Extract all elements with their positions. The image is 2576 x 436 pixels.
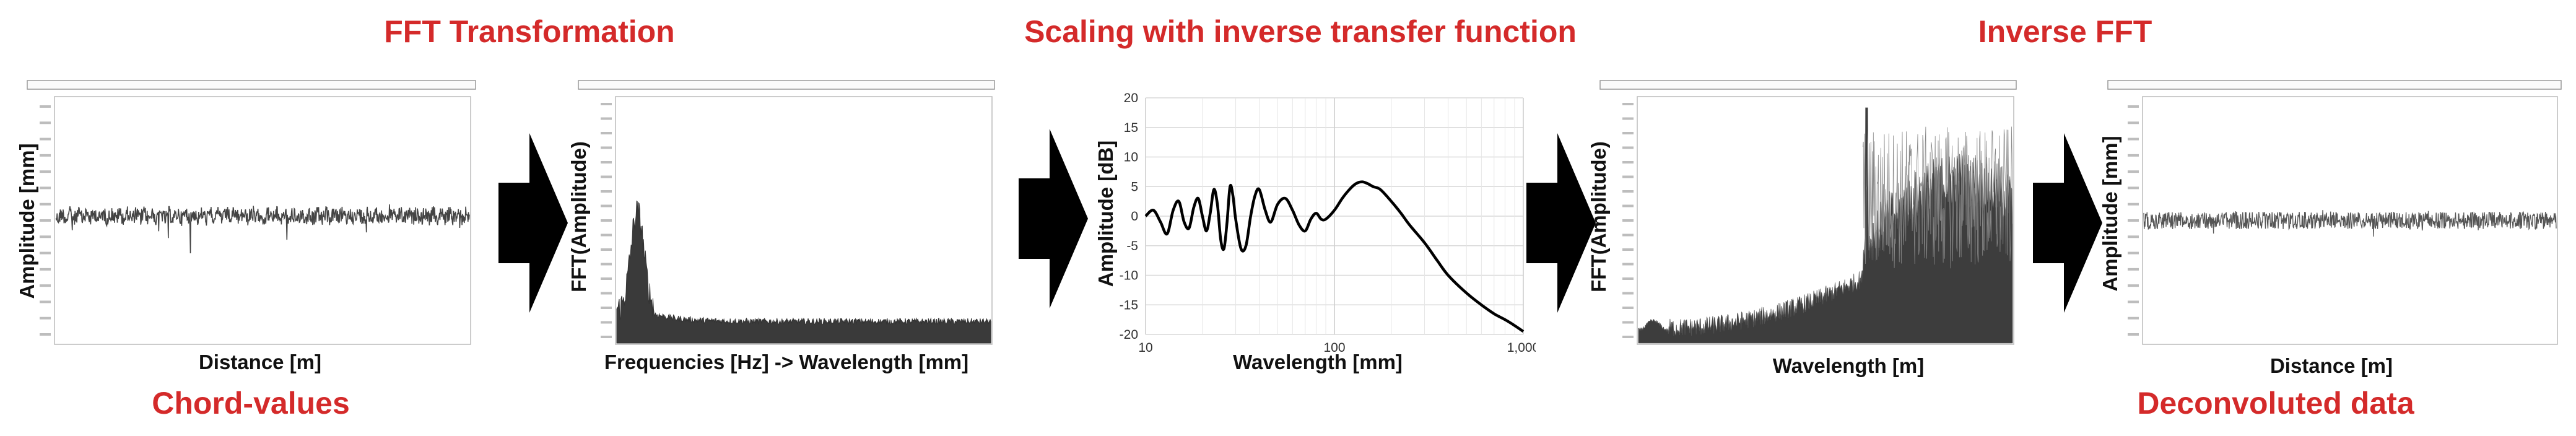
y-tick-label: -15 [1120, 298, 1138, 312]
y-tick-label: -5 [1126, 239, 1138, 253]
inverse-fft-fine-trace [1863, 126, 2013, 269]
heading-scaling: Scaling with inverse transfer function [1024, 14, 1577, 49]
arrow-right-icon [2033, 133, 2102, 313]
transfer-function-series-line [1144, 180, 1525, 333]
y-tick-label: 10 [1124, 150, 1138, 165]
y-tick-label: -20 [1120, 328, 1138, 342]
fft-xlabel: Frequencies [Hz] -> Wavelength [mm] [604, 351, 969, 373]
deconvoluted-signal-trace [2143, 210, 2557, 237]
inverse-fft-xlabel: Wavelength [m] [1772, 354, 1925, 377]
y-tick-label: 20 [1124, 91, 1138, 105]
chord-values-plot [27, 80, 476, 345]
fft-plot [578, 80, 995, 345]
inverse-fft-plot [1599, 80, 2017, 345]
chord-signal-trace [55, 204, 470, 254]
y-tick-label: 5 [1131, 180, 1138, 194]
heading-deconvoluted-data: Deconvoluted data [2137, 386, 2414, 421]
y-tick-label: 15 [1124, 121, 1138, 135]
y-tick-label: 0 [1131, 209, 1138, 224]
inverse-fft-ylabel: FFT(Amplitude) [1587, 141, 1610, 292]
arrow-right-icon [498, 133, 568, 313]
x-tick-label: 100 [1323, 341, 1345, 355]
heading-chord-values: Chord-values [152, 386, 350, 421]
deconvoluted-plot [2107, 80, 2562, 345]
deconvoluted-ylabel: Amplitude [mm] [2099, 136, 2121, 292]
chord-xlabel: Distance [m] [198, 351, 322, 373]
fft-ylabel: FFT(Amplitude) [567, 141, 590, 292]
transfer-ylabel: Amplitude [dB] [1094, 140, 1117, 287]
x-tick-label: 10 [1138, 341, 1152, 355]
fft-spectrum-area [616, 200, 991, 344]
transfer-function-chart: 20 15 10 5 0 -5 -10 -15 -20 10 100 1,000 [1120, 91, 1536, 355]
y-tick-label: -10 [1120, 269, 1138, 283]
transfer-xlabel: Wavelength [mm] [1233, 351, 1403, 373]
arrow-right-icon [1019, 129, 1088, 308]
x-tick-label: 1,000 [1507, 341, 1536, 355]
deconvoluted-xlabel: Distance [m] [2269, 354, 2393, 377]
heading-fft-transformation: FFT Transformation [384, 14, 675, 49]
heading-inverse-fft: Inverse FFT [1978, 14, 2152, 49]
arrow-right-icon [1526, 133, 1596, 313]
chord-ylabel: Amplitude [mm] [15, 143, 38, 299]
